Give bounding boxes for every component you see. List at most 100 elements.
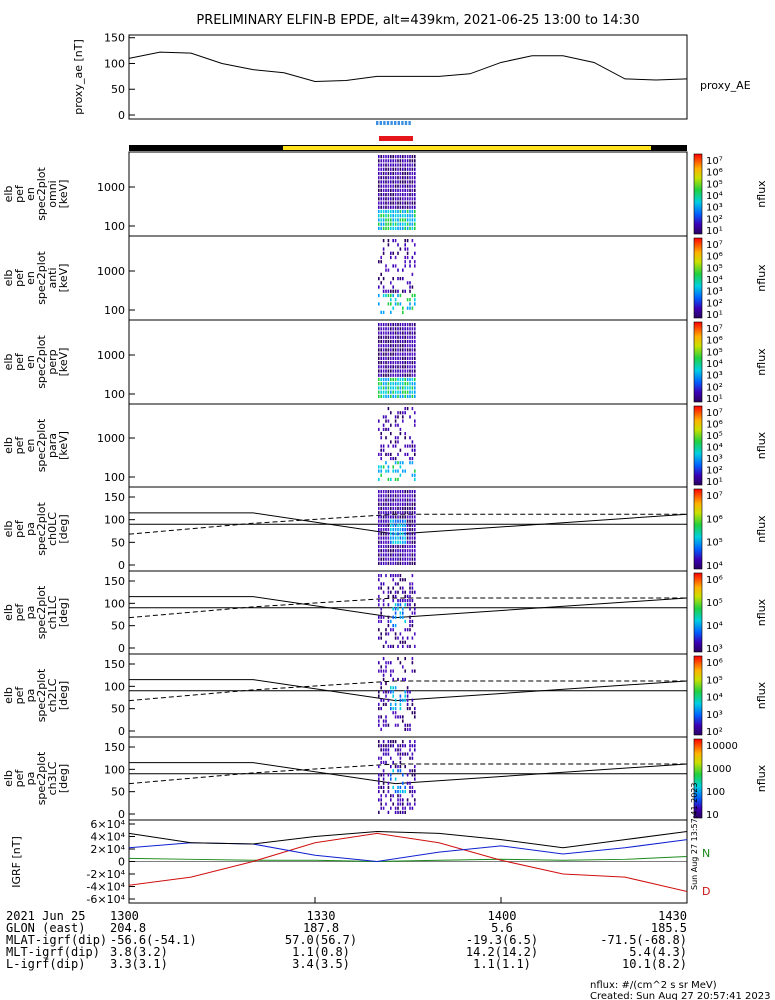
ylabel-line: spec2plot	[35, 335, 48, 389]
spectrogram-pixel	[397, 744, 399, 748]
colorbar-tick-label: 1000	[706, 764, 731, 775]
spectrogram-pixel	[385, 289, 387, 293]
spectrogram-pixel	[390, 382, 392, 386]
spectrogram-pixel	[382, 218, 385, 222]
spectrogram-pixels	[378, 574, 416, 648]
colorbar-tick-label: 10³	[706, 710, 723, 721]
spectrogram-pixel	[378, 810, 380, 814]
spectrogram-pixel	[402, 222, 404, 226]
spectrogram-pixel	[394, 707, 397, 711]
spectrogram-pixel	[409, 344, 411, 348]
spectrogram-pixel	[390, 452, 392, 456]
spectrogram-pixel	[394, 356, 397, 360]
spectrogram-pixel	[399, 611, 402, 615]
spectrogram-pixel	[387, 615, 390, 619]
spectrogram-pixel	[411, 769, 414, 773]
spectrogram-pixel	[380, 561, 382, 565]
spectrogram-pixel	[402, 373, 404, 377]
spectrogram-pixel	[390, 188, 392, 192]
spectrogram-pixel	[414, 243, 416, 247]
spectrogram-pixel	[382, 673, 385, 677]
spectrogram-pixel	[390, 744, 392, 748]
spectrogram-pixel	[390, 209, 392, 214]
spectrogram-pixel	[411, 306, 414, 310]
spectrogram-pixel	[390, 365, 392, 369]
spectrogram-pixel	[409, 506, 411, 511]
spectrogram-pixel	[411, 806, 414, 810]
spectrogram-pixel	[378, 740, 380, 744]
spectrogram-pixel	[404, 806, 406, 810]
spectrogram-pixel	[378, 777, 380, 781]
colorbar-tick-label: 10⁶	[706, 420, 723, 431]
spectrogram-pixel	[380, 806, 382, 810]
spectrogram-pixel	[390, 193, 392, 197]
spectrogram-pixel	[411, 344, 414, 348]
ytick-label: 50	[111, 536, 125, 549]
spectrogram-pixels	[378, 657, 416, 731]
spectrogram-pixel	[380, 452, 382, 456]
colorbar-tick-label: 10⁴	[706, 359, 723, 370]
spectrogram-pixel	[385, 419, 387, 423]
anti-loss-cone-line	[128, 513, 687, 535]
spectrogram-pixel	[382, 448, 385, 452]
spectrogram-pixel	[382, 180, 385, 184]
spectrogram-pixel	[385, 369, 387, 373]
spectrogram-pixels	[378, 323, 416, 398]
spectrogram-pixel	[404, 239, 406, 243]
spectrogram-pixel	[404, 365, 406, 369]
colorbar-tick-label: 10⁶	[706, 658, 723, 669]
spectrogram-pixel	[404, 188, 406, 192]
footer-row-value: 1400	[488, 909, 517, 923]
spectrogram-pixel	[390, 218, 392, 222]
spectrogram-pixel	[399, 365, 402, 369]
spectrogram-pixel	[382, 669, 385, 673]
spectrogram-pixel	[378, 536, 380, 540]
footer-row-label: 2021 Jun 25	[6, 909, 85, 923]
spectrogram-pixel	[385, 632, 387, 636]
spectrogram-pixel	[380, 382, 382, 386]
spectrogram-pixel	[404, 744, 406, 748]
spectrogram-pixel	[402, 798, 404, 802]
spectrogram-pixel	[385, 268, 387, 272]
spectrogram-pixel	[385, 193, 387, 197]
spectrogram-pixel	[378, 167, 380, 171]
spectrogram-pixel	[406, 490, 409, 494]
spectrogram-pixel	[409, 382, 411, 386]
spectrogram-pixel	[392, 578, 394, 582]
spectrogram-pixel	[385, 561, 387, 565]
spectrogram-pixel	[394, 331, 397, 335]
spectrogram-pixel	[390, 544, 392, 549]
spectrogram-pixel	[385, 209, 387, 214]
spectrogram-pixel	[382, 744, 385, 748]
spectrogram-pixel	[385, 365, 387, 369]
colorbar-tick-label: 10⁴	[706, 693, 723, 704]
spectrogram-pixel	[404, 352, 406, 356]
spectrogram-pixel	[397, 790, 399, 794]
spectrogram-pixel	[392, 176, 394, 180]
spectrogram-pixel	[402, 752, 404, 756]
ylabel-line: ch0LC	[46, 512, 59, 546]
spectrogram-pixel	[392, 624, 394, 628]
spectrogram-pixel	[404, 519, 406, 523]
spectrogram-pixel	[380, 502, 382, 506]
spectrogram-pixel	[404, 578, 406, 582]
spectrogram-pixel	[404, 373, 406, 377]
spectrogram-pixel	[380, 167, 382, 171]
spectrogram-pixel	[409, 544, 411, 549]
spectrogram-pixel	[399, 197, 402, 201]
spectrogram-pixel	[385, 344, 387, 348]
spectrogram-pixel	[380, 327, 382, 331]
spectrogram-pixel	[385, 752, 387, 756]
spectrogram-pixel	[382, 544, 385, 549]
spectrogram-pixel	[409, 790, 411, 794]
ylabel-line: pef	[13, 519, 26, 538]
spectrogram-pixel	[385, 515, 387, 519]
spectrogram-pixel	[390, 532, 392, 536]
spectrogram-pixel	[414, 331, 416, 335]
spectrogram-pixel	[392, 519, 394, 523]
spectrogram-pixel	[390, 661, 392, 665]
spectrogram-pixel	[385, 469, 387, 473]
spectrogram-pixel	[380, 193, 382, 197]
spectrogram-pixel	[378, 171, 380, 176]
spectrogram-pixel	[411, 373, 414, 377]
